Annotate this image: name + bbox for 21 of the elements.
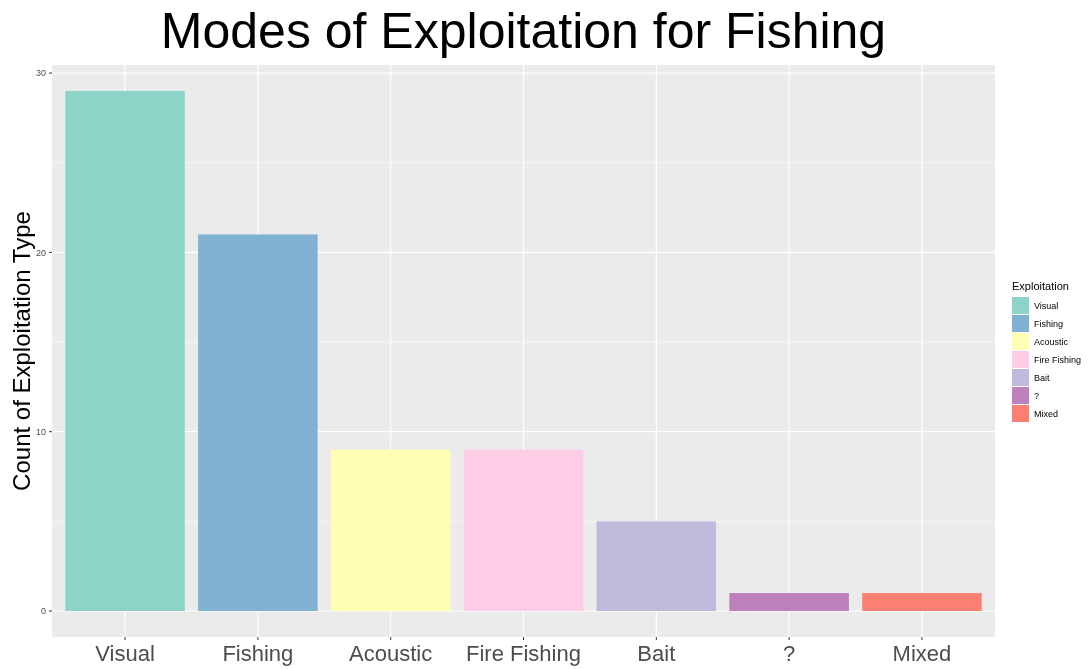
x-tick-label: Visual <box>95 641 155 666</box>
legend-label: ? <box>1034 391 1040 402</box>
legend-label: Visual <box>1034 301 1059 312</box>
y-tick-label: 20 <box>35 247 46 258</box>
legend-label: Mixed <box>1034 409 1059 420</box>
x-tick-label: ? <box>783 641 796 666</box>
legend-label: Bait <box>1034 373 1051 384</box>
x-tick-label: Fire Fishing <box>466 641 581 666</box>
x-tick-label: Acoustic <box>349 641 433 666</box>
chart-title: Modes of Exploitation for Fishing <box>160 3 887 59</box>
legend-label: Fishing <box>1034 319 1064 330</box>
x-tick-label: Bait <box>637 641 676 666</box>
x-tick-label: Mixed <box>892 641 952 666</box>
legend-label: Fire Fishing <box>1034 355 1082 366</box>
y-tick-label: 0 <box>40 606 46 617</box>
y-axis-title: Count of Exploitation Type <box>8 211 35 491</box>
y-tick-label: 10 <box>35 426 46 437</box>
legend-title: Exploitation <box>1012 280 1069 292</box>
legend-label: Acoustic <box>1034 337 1069 348</box>
x-tick-label: Fishing <box>222 641 294 666</box>
y-tick-label: 30 <box>35 68 46 79</box>
